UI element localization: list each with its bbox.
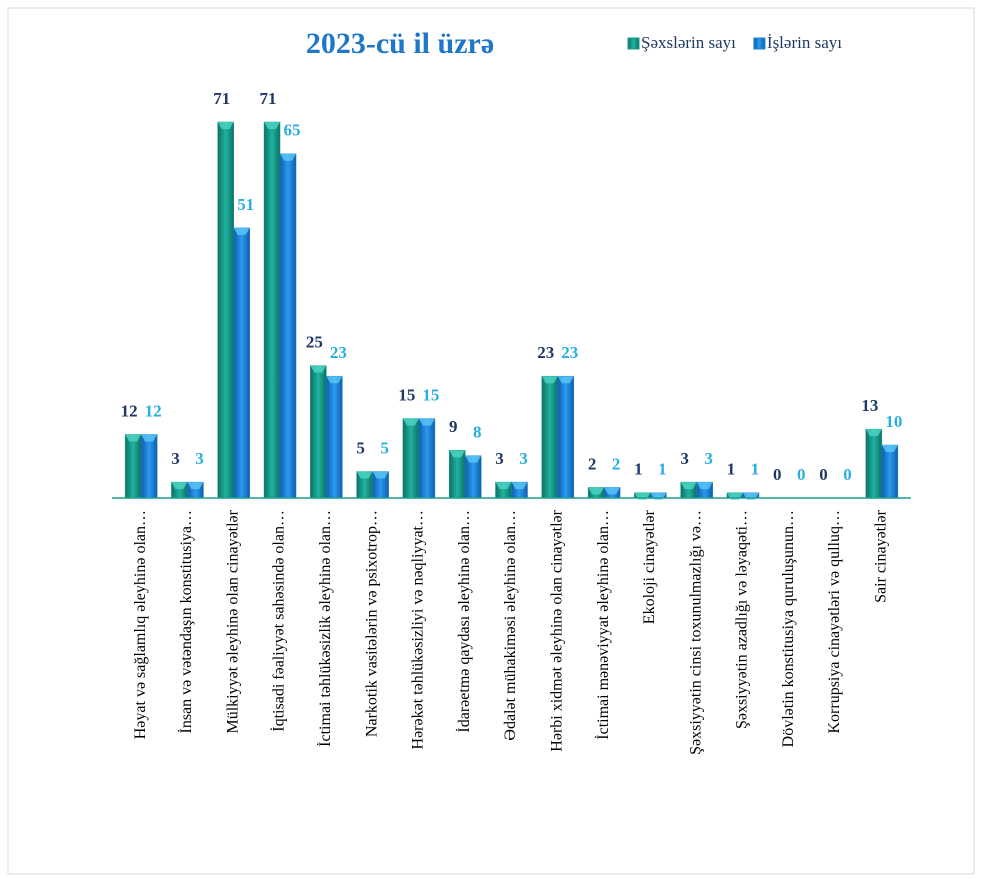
data-label: 0	[797, 465, 806, 484]
bar	[326, 375, 343, 499]
bar-cap	[865, 429, 882, 437]
data-label: 2	[612, 454, 621, 473]
bar-cap	[326, 376, 343, 384]
x-tick-label: Şəxsiyyətin cinsi toxunulmazlığı və…	[687, 510, 704, 755]
data-label: 1	[751, 460, 760, 479]
data-label: 3	[704, 449, 713, 468]
bar	[402, 418, 420, 499]
bar-cap	[604, 487, 621, 495]
data-label: 1	[658, 460, 667, 479]
bar-cap	[541, 376, 558, 384]
bar-cap	[280, 153, 297, 161]
chart-frame	[7, 7, 975, 875]
x-tick-label: Sair cinayətlər	[873, 509, 890, 603]
bar-cap	[495, 482, 512, 490]
bar	[140, 434, 158, 499]
data-label: 13	[861, 396, 878, 415]
bar	[418, 418, 436, 499]
bar-cap	[418, 418, 435, 426]
x-tick-label: Şəxsiyyətin azadlığı və ləyaqəti…	[734, 510, 751, 729]
data-label: 10	[885, 412, 902, 431]
bar	[865, 428, 883, 499]
x-tick-label: Korrupsiya cinayətləri və qulluq…	[826, 510, 843, 734]
bar	[217, 121, 234, 499]
bar-cap	[680, 482, 697, 490]
x-tick-label: İctimai mənəviyyat əleyhinə olan…	[594, 510, 612, 740]
data-label: 23	[330, 343, 347, 362]
data-label: 0	[819, 465, 828, 484]
x-tick-label: İdarəetmə qaydası əleyhinə olan…	[455, 510, 473, 733]
data-label: 23	[561, 343, 578, 362]
data-label: 3	[519, 449, 528, 468]
data-label: 2	[588, 454, 597, 473]
x-tick-label: Ekoloji cinayətlər	[641, 509, 658, 624]
data-label: 3	[495, 449, 504, 468]
x-tick-label: Mülkiyyət əleyhinə olan cinayətlər	[224, 509, 241, 733]
legend-label: İşlərin sayı	[767, 33, 842, 52]
bar	[448, 450, 466, 499]
legend-swatch	[753, 37, 766, 50]
bar-cap	[588, 487, 605, 495]
bar-cap	[264, 122, 281, 129]
x-tick-label: Hərbi xidmət əleyhinə olan cinayətlər	[548, 509, 565, 751]
bar-cap	[310, 365, 327, 373]
bar	[557, 375, 575, 499]
bar-cap	[465, 455, 482, 463]
bar	[233, 227, 250, 499]
x-tick-label: İqtisadi fəaliyyət sahəsində olan…	[270, 510, 288, 732]
data-label: 15	[422, 385, 439, 404]
data-label: 8	[473, 423, 482, 442]
data-label: 3	[680, 449, 689, 468]
x-tick-label: Həyat və sağlamlıq əleyhinə olan…	[132, 510, 149, 739]
bar-cap	[557, 376, 574, 384]
bar-cap	[511, 482, 528, 490]
x-tick-label: Hərəkət təhlükəsizliyi və nəqliyyat…	[410, 510, 427, 749]
x-tick-label: İctimai təhlükəsizlik əleyhinə olan…	[316, 510, 334, 747]
bar	[279, 153, 297, 499]
bar-cap	[356, 471, 373, 479]
bar	[310, 365, 327, 499]
data-label: 12	[145, 401, 162, 420]
bar-cap	[233, 227, 250, 235]
bar-cap	[171, 482, 188, 490]
bar-cap	[696, 482, 713, 490]
bar	[881, 444, 899, 499]
bar-cap	[881, 445, 898, 453]
data-label: 15	[398, 385, 415, 404]
bar	[541, 375, 559, 499]
bar-cap	[449, 450, 466, 458]
data-label: 3	[171, 449, 180, 468]
data-label: 1	[727, 460, 736, 479]
x-tick-label: Ədalət mühakiməsi əleyhinə olan…	[502, 510, 519, 741]
data-label: 12	[121, 401, 138, 420]
data-label: 25	[306, 333, 323, 352]
bar-cap	[187, 482, 204, 490]
data-label: 71	[260, 89, 277, 108]
x-tick-label: İnsan və vətəndaşın konstitusiya…	[177, 510, 195, 734]
data-label: 5	[356, 438, 365, 457]
bar-cap	[141, 434, 158, 442]
legend-label: Şəxslərin sayı	[641, 33, 736, 52]
bar-cap	[402, 418, 419, 426]
data-label: 51	[237, 195, 254, 214]
bar	[263, 121, 281, 499]
bar-cap	[125, 434, 142, 442]
data-label: 71	[213, 89, 230, 108]
bar-cap	[217, 122, 234, 129]
data-label: 23	[537, 343, 554, 362]
data-label: 9	[449, 417, 458, 436]
data-label: 65	[284, 121, 301, 140]
data-label: 0	[773, 465, 782, 484]
data-label: 3	[195, 449, 204, 468]
chart-title: 2023-cü il üzrə	[306, 27, 494, 60]
bar	[124, 434, 142, 499]
bar-cap	[372, 471, 389, 479]
x-tick-label: Narkotik vasitələrin və psixotrop…	[363, 510, 380, 737]
data-label: 1	[634, 460, 643, 479]
x-tick-label: Dövlətin konstitusiya quruluşunun…	[780, 510, 797, 747]
data-label: 0	[843, 465, 852, 484]
legend-swatch	[627, 37, 640, 50]
data-label: 5	[380, 438, 389, 457]
